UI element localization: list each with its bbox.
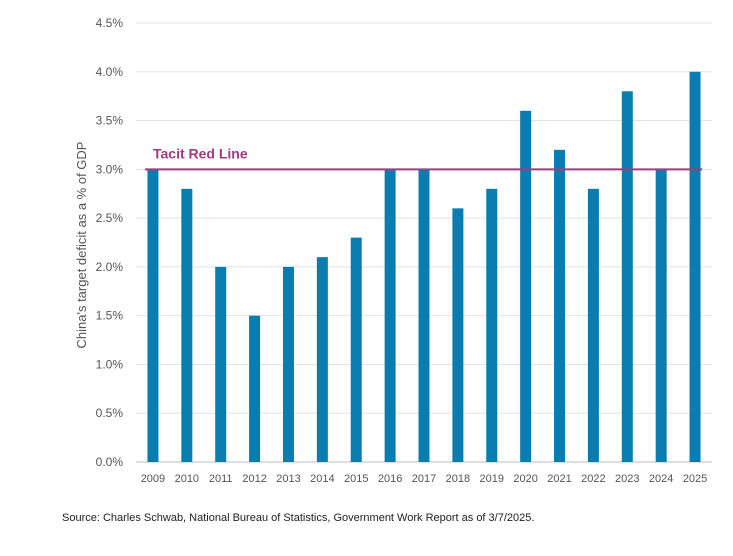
x-tick-label: 2025 bbox=[683, 473, 707, 485]
y-axis-label: China's target deficit as a % of GDP bbox=[74, 142, 89, 349]
y-tick-label: 3.5% bbox=[96, 114, 124, 128]
x-tick-label: 2024 bbox=[649, 473, 673, 485]
x-tick-label: 2015 bbox=[344, 473, 368, 485]
x-tick-label: 2019 bbox=[480, 473, 504, 485]
y-tick-label: 2.5% bbox=[96, 211, 124, 225]
bar-2010 bbox=[181, 188, 193, 462]
x-tick-labels: 2009 2010 2011 2012 2013 2014 2015 2016 2017 2018… bbox=[141, 473, 708, 485]
bar-2022 bbox=[587, 188, 599, 462]
bar-chart: 0.0% 0.5% 1.0% 1.5% 2.0% 2.5% 3.0% 3.5% 4.0% 4.5%… bbox=[74, 16, 712, 485]
y-tick-label: 1.5% bbox=[96, 309, 124, 323]
x-tick-label: 2009 bbox=[141, 473, 165, 485]
y-tick-label: 4.5% bbox=[96, 16, 124, 30]
x-tick-label: 2014 bbox=[310, 473, 334, 485]
bar-2011 bbox=[215, 266, 227, 462]
x-tick-label: 2016 bbox=[378, 473, 402, 485]
bar-2009 bbox=[147, 169, 159, 463]
y-tick-label: 2.0% bbox=[96, 260, 124, 274]
x-tick-label: 2022 bbox=[581, 473, 605, 485]
x-tick-label: 2021 bbox=[547, 473, 571, 485]
bars bbox=[147, 71, 701, 463]
bar-2017 bbox=[418, 169, 430, 463]
bar-2012 bbox=[249, 315, 261, 462]
bar-2016 bbox=[384, 169, 396, 463]
y-tick-label: 3.0% bbox=[96, 162, 124, 176]
bar-2021 bbox=[554, 149, 566, 463]
bar-2018 bbox=[452, 208, 464, 462]
bar-2023 bbox=[621, 91, 633, 463]
y-tick-label: 0.0% bbox=[96, 455, 124, 469]
y-tick-labels: 0.0% 0.5% 1.0% 1.5% 2.0% 2.5% 3.0% 3.5% 4.0% 4.5% bbox=[96, 16, 124, 469]
reference-line-label: Tacit Red Line bbox=[153, 145, 248, 161]
bar-2019 bbox=[486, 188, 498, 462]
bar-2025 bbox=[689, 71, 701, 463]
y-tick-label: 1.0% bbox=[96, 357, 124, 371]
reference-line-group: Tacit Red Line bbox=[145, 145, 702, 171]
bar-2013 bbox=[282, 266, 294, 462]
x-tick-label: 2011 bbox=[209, 473, 233, 485]
x-tick-label: 2017 bbox=[412, 473, 436, 485]
x-tick-label: 2023 bbox=[615, 473, 639, 485]
x-tick-label: 2012 bbox=[242, 473, 266, 485]
bar-2020 bbox=[520, 110, 532, 463]
bar-2014 bbox=[316, 257, 328, 462]
x-tick-label: 2020 bbox=[513, 473, 537, 485]
x-tick-label: 2010 bbox=[175, 473, 199, 485]
source-note: Source: Charles Schwab, National Bureau … bbox=[62, 512, 535, 524]
bar-2024 bbox=[655, 169, 667, 463]
x-tick-label: 2013 bbox=[276, 473, 300, 485]
y-tick-label: 4.0% bbox=[96, 65, 124, 79]
x-tick-label: 2018 bbox=[446, 473, 470, 485]
y-tick-label: 0.5% bbox=[96, 406, 124, 420]
bar-2015 bbox=[350, 237, 362, 462]
